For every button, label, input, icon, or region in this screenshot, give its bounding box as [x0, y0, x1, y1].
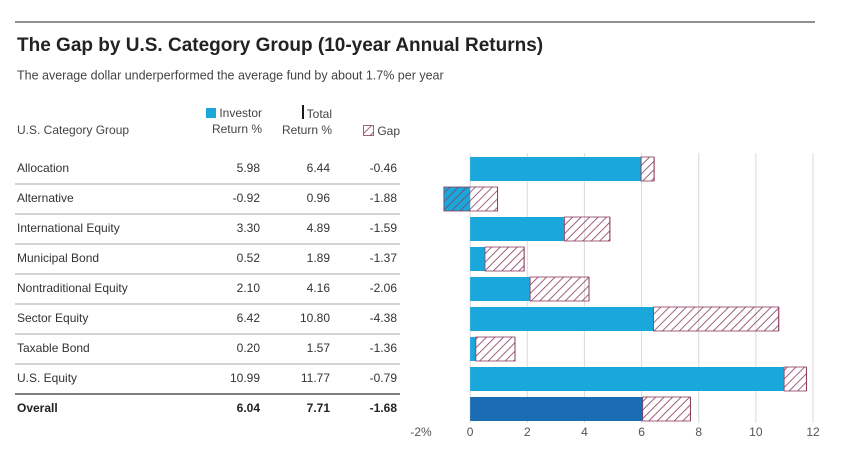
x-tick-label: 8 — [695, 425, 702, 439]
x-tick-label: 4 — [581, 425, 588, 439]
table-value: 3.30 — [237, 221, 261, 235]
investor-bar — [470, 247, 485, 271]
gap-bar — [653, 306, 780, 332]
category-label: Alternative — [17, 191, 74, 205]
table-value: -2.06 — [370, 281, 398, 295]
total-header: Total Return % — [276, 105, 332, 138]
table-value: -0.92 — [233, 191, 261, 205]
legend-label: Total Return % — [281, 107, 332, 137]
gap-bar — [640, 156, 655, 182]
investor-bar — [470, 337, 476, 361]
category-label: Municipal Bond — [17, 251, 99, 265]
table-value: 1.57 — [307, 341, 331, 355]
gap-bar — [642, 396, 691, 422]
table-value: -1.36 — [370, 341, 398, 355]
gap-bar — [564, 216, 611, 242]
gap-bar — [484, 246, 525, 272]
investor-bar — [470, 367, 785, 391]
table-value: 0.96 — [307, 191, 331, 205]
table-value: -1.37 — [370, 251, 398, 265]
table-value: -4.38 — [370, 311, 398, 325]
category-label: Sector Equity — [17, 311, 88, 325]
table-value: -1.59 — [370, 221, 398, 235]
table-value: 6.44 — [307, 161, 331, 175]
table-value: 2.10 — [237, 281, 261, 295]
x-tick-label: 10 — [749, 425, 763, 439]
category-label: Taxable Bond — [17, 341, 90, 355]
table-value: 4.89 — [307, 221, 331, 235]
legend-swatch — [301, 105, 304, 119]
table-value: -1.88 — [370, 191, 398, 205]
gap-bar — [443, 186, 498, 212]
table-value: 10.99 — [230, 371, 260, 385]
table-value: 6.42 — [237, 311, 261, 325]
gap-bar — [783, 366, 807, 392]
table-value: -0.79 — [370, 371, 398, 385]
table-value: -1.68 — [370, 401, 398, 415]
chart-title: The Gap by U.S. Category Group (10-year … — [17, 35, 543, 56]
table-value: -0.46 — [370, 161, 398, 175]
investor-bar — [470, 217, 565, 241]
chart-subtitle: The average dollar underperformed the av… — [17, 68, 444, 82]
table-value: 11.77 — [301, 371, 330, 385]
legend-label: Gap — [377, 124, 400, 138]
table-value: 4.16 — [307, 281, 331, 295]
category-label: Overall — [17, 401, 58, 415]
table-value: 5.98 — [237, 161, 261, 175]
table-value: 1.89 — [307, 251, 331, 265]
investor-header: Investor Return % — [196, 105, 262, 137]
table-value: 6.04 — [237, 401, 261, 415]
gap-bar — [475, 336, 516, 362]
table-value: 7.71 — [307, 401, 331, 415]
x-tick-label: 6 — [638, 425, 645, 439]
gap-bar — [529, 276, 590, 302]
table-value: 0.20 — [237, 341, 261, 355]
x-tick-label: 0 — [467, 425, 474, 439]
investor-bar — [470, 277, 531, 301]
legend-swatch — [363, 125, 375, 136]
category-label: International Equity — [17, 221, 120, 235]
x-tick-label: 2 — [524, 425, 531, 439]
table-value: 0.52 — [237, 251, 261, 265]
table-value: 10.80 — [300, 311, 330, 325]
category-header: U.S. Category Group — [17, 123, 129, 137]
investor-bar — [470, 397, 643, 421]
category-label: U.S. Equity — [17, 371, 77, 385]
legend-label: Investor Return % — [211, 106, 262, 136]
investor-bar — [470, 307, 654, 331]
category-label: Allocation — [17, 161, 69, 175]
gap-header: Gap — [350, 123, 400, 139]
x-tick-label: 12 — [806, 425, 820, 439]
x-tick-label: -2% — [410, 425, 432, 439]
category-label: Nontraditional Equity — [17, 281, 128, 295]
investor-bar — [470, 157, 641, 181]
legend-swatch — [206, 108, 217, 118]
